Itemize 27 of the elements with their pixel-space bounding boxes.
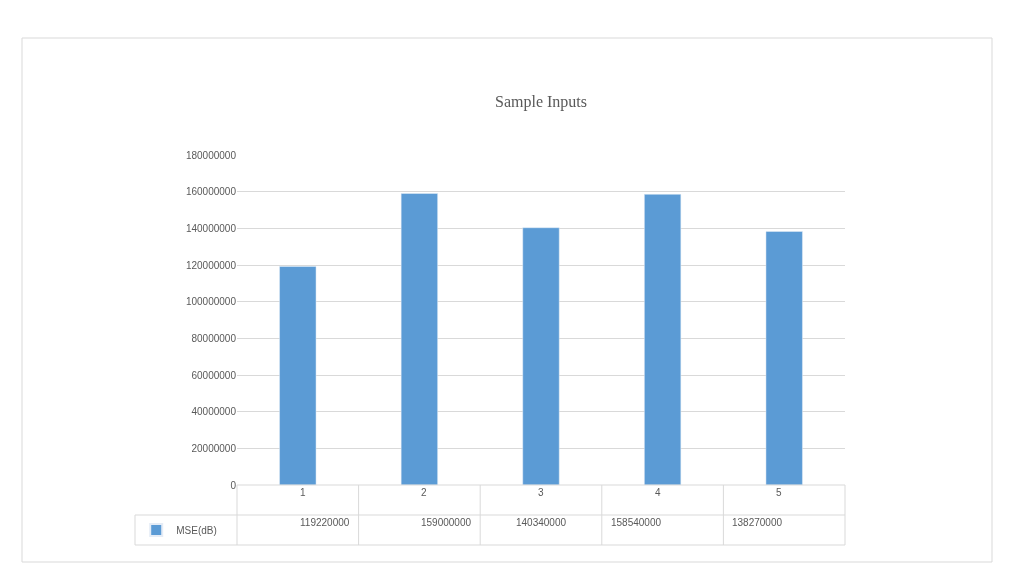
data-label: 159000000	[421, 517, 472, 528]
data-label: 140340000	[516, 517, 567, 528]
x-tick-label: 4	[655, 487, 661, 498]
y-tick-label: 140000000	[185, 222, 237, 234]
data-label: 158540000	[611, 517, 662, 528]
x-tick-label: 5	[776, 487, 782, 498]
y-tick-label: 80000000	[191, 332, 237, 344]
chart-title: Sample Inputs	[495, 92, 587, 111]
data-label: 138270000	[732, 517, 783, 528]
bar	[400, 193, 438, 485]
y-tick-label: 0	[230, 479, 237, 491]
x-tick-label: 3	[538, 487, 544, 498]
x-tick-label: 2	[421, 487, 427, 498]
y-tick-label: 60000000	[191, 369, 237, 381]
bar	[279, 266, 317, 485]
legend-label: MSE(dB)	[176, 524, 217, 536]
y-tick-label: 40000000	[191, 406, 237, 418]
x-tick-label: 1	[300, 487, 306, 498]
y-tick-label: 100000000	[185, 296, 237, 308]
y-tick-label: 160000000	[185, 186, 237, 198]
y-tick-label: 120000000	[185, 259, 237, 271]
y-tick-label: 20000000	[191, 442, 237, 454]
data-label: 119220000	[300, 517, 350, 528]
bar	[522, 227, 560, 485]
bar	[644, 194, 682, 485]
y-tick-label: 180000000	[185, 149, 237, 161]
bar	[765, 231, 803, 485]
